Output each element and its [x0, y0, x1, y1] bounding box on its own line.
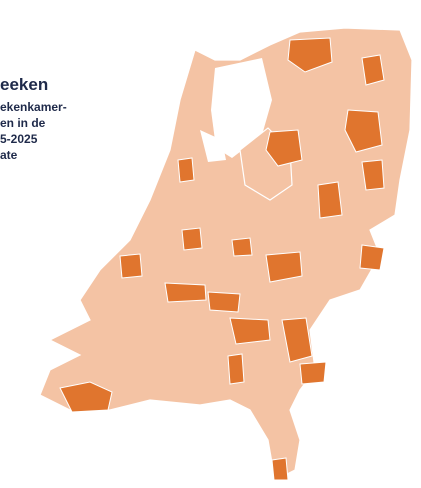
region	[182, 228, 202, 250]
region	[360, 245, 384, 270]
region	[232, 238, 252, 256]
legend-line: 5-2025	[0, 132, 38, 146]
legend-line: ate	[0, 148, 18, 162]
region	[228, 354, 244, 384]
legend-line: en in de	[0, 116, 46, 130]
region	[178, 158, 194, 182]
legend-line: ekenkamer-	[0, 100, 67, 114]
region	[362, 160, 384, 190]
legend-title: eeken	[0, 75, 48, 94]
region	[272, 458, 288, 480]
page: {"legend": {"title": "eeken", "lines": […	[0, 0, 421, 488]
region	[300, 362, 326, 384]
region	[230, 318, 270, 344]
region	[362, 55, 384, 85]
country	[40, 28, 412, 480]
region	[318, 182, 342, 218]
map: eeken ekenkamer- en in de 5-2025 ate	[0, 0, 421, 488]
region	[208, 292, 240, 312]
region	[165, 283, 206, 302]
region	[266, 252, 302, 282]
region	[120, 254, 142, 278]
